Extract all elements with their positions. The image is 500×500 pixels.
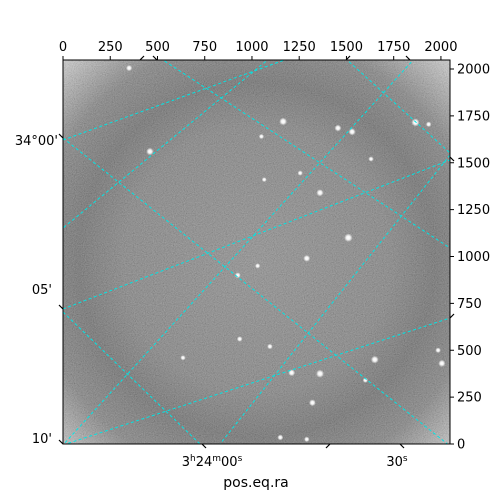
right-tick-label: 1750	[457, 109, 490, 124]
image-noise	[63, 60, 450, 444]
star	[279, 117, 288, 126]
star	[258, 133, 265, 140]
world-tick	[58, 133, 64, 139]
top-tick-label: 1750	[377, 40, 410, 55]
top-tick-label: 0	[59, 40, 67, 55]
top-tick-label: 750	[192, 40, 217, 55]
star	[425, 121, 432, 128]
ra-tick-label: 30s	[386, 454, 408, 470]
star	[368, 156, 374, 162]
ra-tick-label: 3h24m00s	[182, 454, 243, 470]
star	[344, 233, 353, 242]
star	[303, 436, 310, 443]
star	[254, 263, 261, 269]
world-tick	[201, 443, 207, 449]
grid-line	[219, 154, 450, 444]
top-tick-label: 250	[98, 40, 123, 55]
right-tick-label: 1250	[457, 203, 490, 218]
star	[126, 64, 133, 72]
world-tick	[345, 55, 351, 61]
top-tick-label: 1250	[283, 40, 316, 55]
right-tick-label: 1000	[457, 250, 490, 265]
top-tick-label: 1500	[330, 40, 363, 55]
star	[362, 377, 368, 383]
sky-image	[63, 60, 450, 444]
x-axis-label: pos.eq.ra	[223, 475, 288, 491]
world-tick	[325, 443, 331, 449]
star	[315, 369, 325, 378]
top-tick-label: 1000	[235, 40, 268, 55]
world-tick	[399, 443, 405, 449]
right-tick-label: 750	[457, 297, 482, 312]
world-tick	[405, 55, 411, 61]
dec-tick-label: 34°00'	[15, 134, 58, 149]
right-tick-label: 0	[457, 438, 465, 453]
right-tick-label: 1500	[457, 156, 490, 171]
star	[236, 336, 243, 342]
grid-line	[63, 311, 201, 444]
stars-layer	[126, 64, 446, 443]
pixel-axis-ticks: 0 250 500 750 1000 1250 1500 1750 2000 0 250 500 750…	[59, 40, 490, 453]
dec-tick-labels: 34°00' 05' 10'	[15, 134, 58, 447]
star	[370, 355, 379, 364]
star	[316, 189, 324, 197]
star	[297, 170, 303, 176]
plot-frame	[62, 59, 451, 445]
ra-tick-labels: 3h24m00s 30s	[182, 454, 408, 470]
world-tick	[58, 439, 64, 445]
world-tick	[139, 55, 145, 61]
grid-line	[63, 60, 269, 229]
grid-line	[63, 60, 286, 141]
star	[261, 177, 267, 183]
star	[234, 272, 241, 279]
right-tick-label: 2000	[457, 63, 490, 78]
world-tick	[152, 55, 158, 61]
grid-line	[63, 60, 414, 444]
top-tick-label: 500	[145, 40, 170, 55]
star	[435, 347, 441, 354]
star	[277, 434, 284, 441]
star	[180, 355, 186, 361]
coordinate-grid	[63, 60, 450, 444]
world-axis-ticks	[58, 55, 455, 449]
world-tick	[58, 304, 64, 310]
grid-line	[346, 60, 450, 154]
star	[308, 399, 316, 407]
right-tick-label: 250	[457, 391, 482, 406]
star	[146, 147, 154, 156]
grid-line	[64, 317, 450, 444]
dec-tick-label: 05'	[32, 283, 52, 298]
top-tick-label: 2000	[424, 40, 457, 55]
world-tick	[449, 156, 455, 162]
star	[267, 343, 273, 350]
star	[303, 254, 311, 262]
star	[411, 118, 420, 127]
right-tick-label: 500	[457, 344, 482, 359]
star	[348, 128, 356, 136]
star	[334, 124, 342, 132]
star	[438, 359, 446, 367]
world-tick	[449, 313, 455, 319]
dec-tick-label: 10'	[32, 432, 52, 447]
